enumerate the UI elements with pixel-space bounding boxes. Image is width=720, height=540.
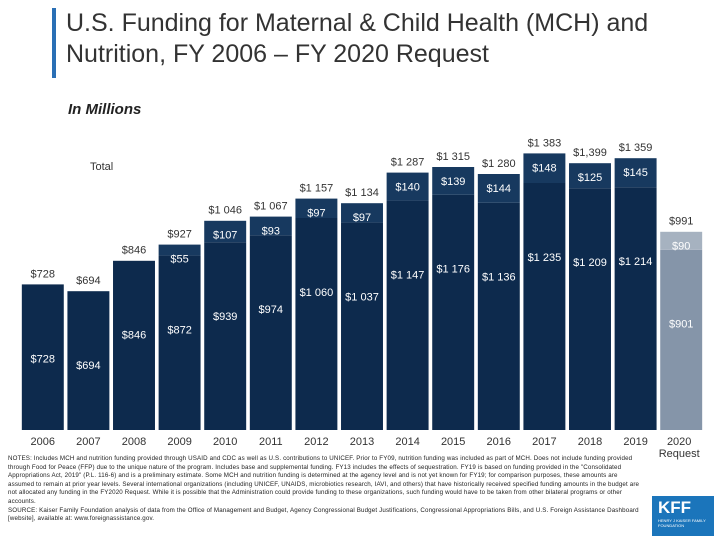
data-label: $939 [213, 311, 237, 323]
total-label: $1 383 [528, 137, 562, 149]
x-tick-label: 2006 [30, 436, 56, 448]
bar-segment [523, 153, 566, 183]
data-label: $872 [167, 325, 191, 337]
x-tick-label: 2017 [532, 436, 557, 448]
total-label: $1 315 [436, 151, 470, 163]
data-label: $90 [672, 241, 690, 253]
bar-segment [204, 242, 247, 430]
bar-segment [386, 200, 429, 430]
total-label: $1 157 [300, 183, 334, 195]
data-label: $1 235 [528, 252, 562, 264]
total-label: $728 [31, 268, 55, 280]
data-label: $125 [578, 172, 602, 184]
x-tick-label: 2016 [486, 436, 512, 448]
data-label: $1 209 [573, 257, 607, 269]
total-label: $1 134 [345, 187, 379, 199]
x-tick-label: 2007 [76, 436, 101, 448]
bar-segment [295, 198, 338, 218]
source-text: SOURCE: Kaiser Family Foundation analysi… [8, 506, 639, 523]
total-label: $694 [76, 275, 100, 287]
total-label: $1 046 [208, 205, 242, 217]
notes: NOTES: Includes MCH and nutrition fundin… [8, 455, 644, 524]
data-label: $728 [31, 353, 55, 365]
data-label: $107 [213, 230, 237, 242]
data-label: $1 060 [300, 287, 334, 299]
data-label: $1 037 [345, 292, 379, 304]
bar-segment [249, 216, 292, 236]
data-label: $846 [122, 330, 146, 342]
bar-segment [158, 244, 201, 256]
bar-segment [386, 172, 429, 201]
data-label: $1 147 [391, 270, 425, 282]
bar-segment [614, 187, 657, 430]
bar-segment [341, 222, 383, 430]
x-tick-label: 2015 [440, 436, 466, 448]
bar-segment [249, 235, 292, 430]
bar-segment [569, 188, 611, 430]
logo-text: KFF [658, 498, 692, 517]
bar-segment [21, 284, 64, 430]
x-tick-label: 2014 [395, 436, 420, 448]
data-label: $901 [669, 319, 693, 331]
data-label: $694 [76, 360, 100, 372]
x-tick-label: 2012 [304, 436, 329, 448]
x-tick-label: 2018 [577, 436, 603, 448]
data-label: $1 176 [436, 264, 470, 276]
x-tick-label: 2020 Request [658, 436, 700, 460]
total-label: $991 [669, 216, 693, 228]
x-tick-label: 2011 [258, 436, 283, 448]
data-label: $1 214 [619, 256, 653, 268]
data-label: $97 [307, 208, 325, 220]
logo: KFF HENRY J KAISER FAMILY FOUNDATION [652, 496, 714, 536]
x-tick-label: 2019 [623, 436, 648, 448]
chart-title: U.S. Funding for Maternal & Child Health… [66, 9, 649, 68]
bar-segment [341, 203, 383, 223]
bar-segment [158, 255, 201, 430]
x-tick-label: 2009 [167, 436, 192, 448]
bar-segment [477, 174, 520, 203]
bar-segment [660, 231, 703, 250]
data-label: $145 [623, 167, 647, 179]
data-label: $1 136 [482, 272, 516, 284]
bar-segment [523, 183, 566, 430]
bar-segment [569, 163, 611, 189]
accent-bar [52, 8, 56, 78]
notes-text: NOTES: Includes MCH and nutrition fundin… [8, 455, 640, 505]
bar-segment [477, 202, 520, 430]
total-label: $1 287 [391, 157, 425, 169]
bar-segment [432, 167, 475, 195]
data-label: $139 [441, 176, 465, 188]
bar-segment [614, 158, 657, 188]
bar-segment [204, 220, 247, 243]
logo-subtitle: HENRY J KAISER FAMILY FOUNDATION [658, 518, 706, 528]
total-label: $1 067 [254, 201, 288, 213]
data-label: $148 [532, 162, 556, 174]
bar-segment [660, 249, 703, 430]
total-label: $927 [167, 229, 191, 241]
chart-subtitle: In Millions [68, 101, 142, 118]
bar-segment [113, 260, 155, 430]
data-label: $144 [487, 183, 511, 195]
total-label: $1 280 [482, 158, 516, 170]
x-tick-label: 2013 [349, 436, 375, 448]
bar-segment [67, 291, 110, 430]
total-annotation: Total [90, 161, 113, 173]
bar-segment [295, 218, 338, 430]
data-label: $93 [262, 226, 280, 238]
total-label: $1,399 [573, 147, 607, 159]
data-label: $97 [353, 212, 371, 224]
data-label: $140 [395, 182, 419, 194]
data-label: $55 [170, 254, 188, 266]
x-tick-label: 2010 [212, 436, 238, 448]
bar-segment [432, 194, 475, 430]
x-tick-label: 2008 [121, 436, 147, 448]
total-label: $846 [122, 245, 146, 257]
total-label: $1 359 [619, 142, 653, 154]
data-label: $974 [259, 304, 283, 316]
